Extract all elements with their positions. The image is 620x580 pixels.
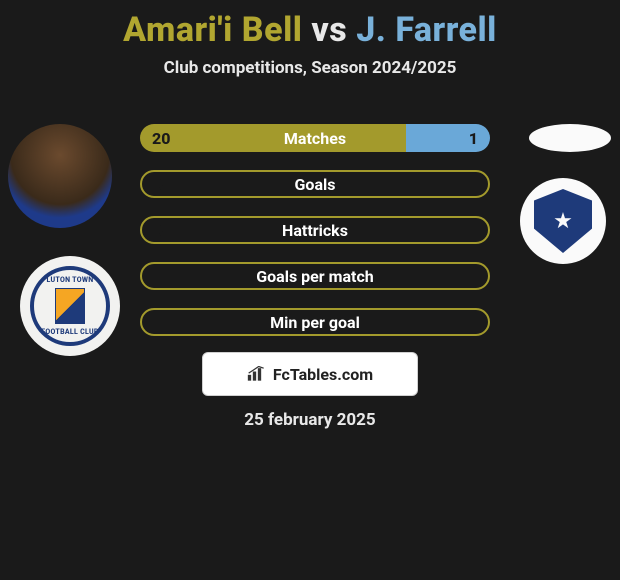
stat-value-left: 0 <box>154 221 163 240</box>
stat-bar-right-segment: 1 <box>406 124 490 152</box>
stat-bar-left-segment: 20 <box>140 124 406 152</box>
attribution-badge: FcTables.com <box>202 352 418 396</box>
player-photo-left <box>8 124 112 228</box>
snapshot-date: 25 february 2025 <box>0 410 620 430</box>
club-right-shield-icon: ★ <box>534 189 592 253</box>
stat-bar: Goals per match <box>140 262 490 290</box>
comparison-title: Amari'i Bell vs J. Farrell <box>0 0 620 50</box>
stat-value-right: 1 <box>469 129 478 148</box>
star-icon: ★ <box>553 209 573 234</box>
comparison-bars: 201Matches0Goals0HattricksGoals per matc… <box>140 124 490 354</box>
stat-value-left: 0 <box>154 175 163 194</box>
stat-bar: 0Goals <box>140 170 490 198</box>
stat-bar-right-segment <box>476 264 488 288</box>
club-badge-left: LUTON TOWN FOOTBALL CLUB <box>20 256 120 356</box>
title-player-right: J. Farrell <box>356 10 497 50</box>
stat-bar: 201Matches <box>140 124 490 152</box>
bar-chart-icon <box>247 366 267 382</box>
stat-bar-right-segment <box>476 310 488 334</box>
title-player-left: Amari'i Bell <box>123 10 302 50</box>
club-left-shield-icon <box>55 288 85 324</box>
stat-bar-left-segment <box>142 310 476 334</box>
stat-value-left: 20 <box>152 129 170 148</box>
stat-bar: 0Hattricks <box>140 216 490 244</box>
club-badge-right: ★ <box>520 178 606 264</box>
stat-bar-left-segment: 0 <box>142 218 476 242</box>
club-left-top-text: LUTON TOWN <box>46 276 93 284</box>
club-badge-left-ring: LUTON TOWN FOOTBALL CLUB <box>30 266 110 346</box>
club-left-bottom-text: FOOTBALL CLUB <box>41 328 98 336</box>
stat-bar-right-segment <box>476 218 488 242</box>
title-vs: vs <box>311 10 347 50</box>
season-subtitle: Club competitions, Season 2024/2025 <box>0 58 620 78</box>
stat-bar-left-segment <box>142 264 476 288</box>
stat-bar-right-segment <box>476 172 488 196</box>
attribution-text: FcTables.com <box>273 365 373 384</box>
player-photo-right-placeholder <box>529 124 611 152</box>
stat-bar: Min per goal <box>140 308 490 336</box>
stat-bar-left-segment: 0 <box>142 172 476 196</box>
